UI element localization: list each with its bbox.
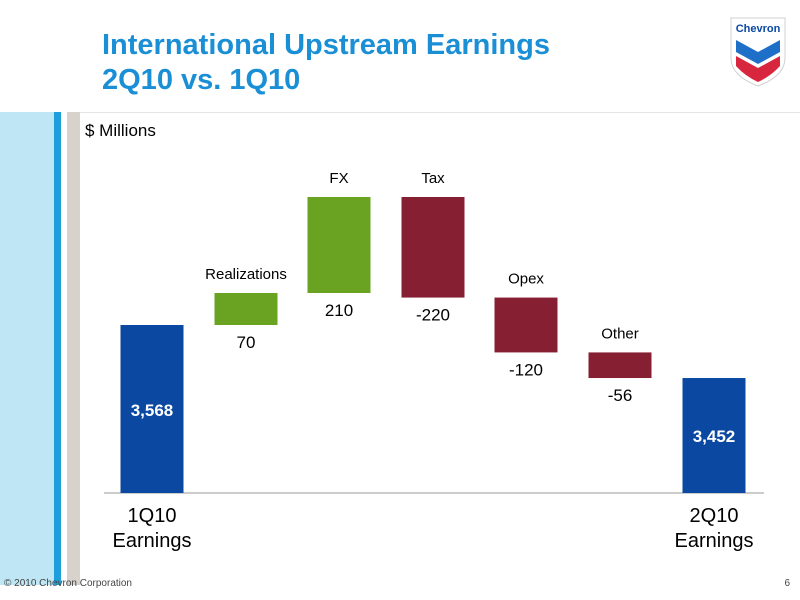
category-label-3: Tax [421,170,445,187]
data-label-6: 3,452 [693,427,736,446]
copyright: © 2010 Chevron Corporation [4,578,132,589]
left-decor-band-light [0,112,54,585]
bar-5 [588,352,652,379]
left-decor-band-blue [54,112,61,585]
bar-4 [494,297,558,353]
page-title: International Upstream Earnings 2Q10 vs.… [102,28,550,98]
title-line-2: 2Q10 vs. 1Q10 [102,64,301,96]
top-rule [0,112,800,113]
category-label-4: Opex [508,271,544,288]
category-label-6-1: Earnings [675,530,754,552]
category-label-5: Other [601,325,639,342]
category-label-6-0: 2Q10 [690,505,739,527]
data-label-5: -56 [608,386,633,405]
data-label-2: 210 [325,301,353,320]
bar-3 [401,197,465,298]
chevron-logo-icon: Chevron [730,17,786,87]
data-label-3: -220 [416,306,450,325]
logo-text: Chevron [736,23,781,35]
bar-0 [120,325,184,493]
category-label-1: Realizations [205,266,287,283]
data-label-1: 70 [237,333,256,352]
bar-2 [307,197,371,293]
left-decor-band-gap [61,112,67,585]
data-label-0: 3,568 [131,401,174,420]
bar-1 [214,293,278,325]
category-label-0-1: Earnings [113,530,192,552]
unit-label: $ Millions [85,121,156,140]
data-label-4: -120 [509,360,543,379]
category-label-2: FX [329,170,348,187]
category-label-0-0: 1Q10 [128,505,177,527]
title-line-1: International Upstream Earnings [102,29,550,61]
page-number: 6 [784,578,790,589]
left-decor-band-gray [67,112,80,585]
bar-6 [682,378,746,493]
